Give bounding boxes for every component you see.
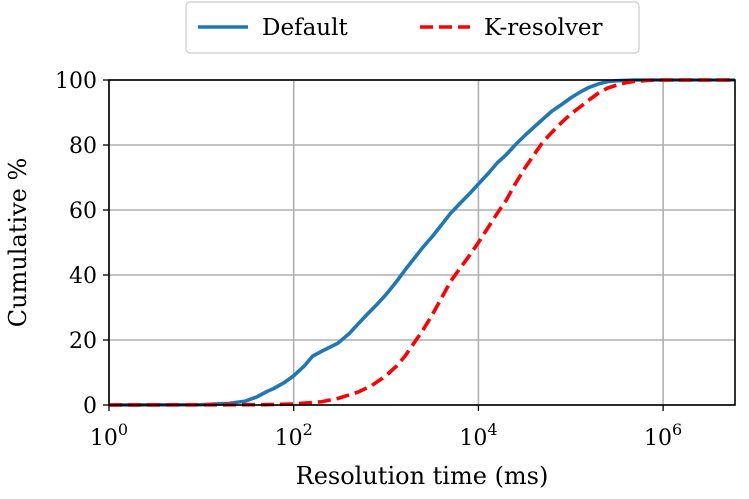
y-tick-label: 40 <box>69 264 97 289</box>
x-tick-label: 106 <box>644 420 682 451</box>
legend-box <box>185 1 640 54</box>
x-axis-label: Resolution time (ms) <box>296 462 549 490</box>
x-tick-label: 104 <box>459 420 497 451</box>
x-axis-ticks: 100 102 104 106 <box>90 405 682 451</box>
series-layer <box>108 78 735 407</box>
x-tick-label: 102 <box>275 420 313 451</box>
legend: Default K-resolver <box>185 1 640 54</box>
legend-label-default: Default <box>262 15 348 41</box>
y-axis-label: Cumulative % <box>4 158 32 328</box>
x-tick-label: 100 <box>90 420 128 451</box>
y-tick-label: 20 <box>69 329 97 354</box>
y-tick-label: 0 <box>83 394 97 419</box>
plot-frame <box>108 79 736 406</box>
y-tick-label: 80 <box>69 134 97 159</box>
y-axis-ticks: 0 20 40 60 80 100 <box>55 69 109 419</box>
series-line-k-resolver <box>108 78 735 407</box>
grid-lines <box>108 79 735 406</box>
legend-label-k-resolver: K-resolver <box>484 15 603 41</box>
y-tick-label: 60 <box>69 199 97 224</box>
series-line-default <box>108 78 735 407</box>
y-tick-label: 100 <box>55 69 97 94</box>
